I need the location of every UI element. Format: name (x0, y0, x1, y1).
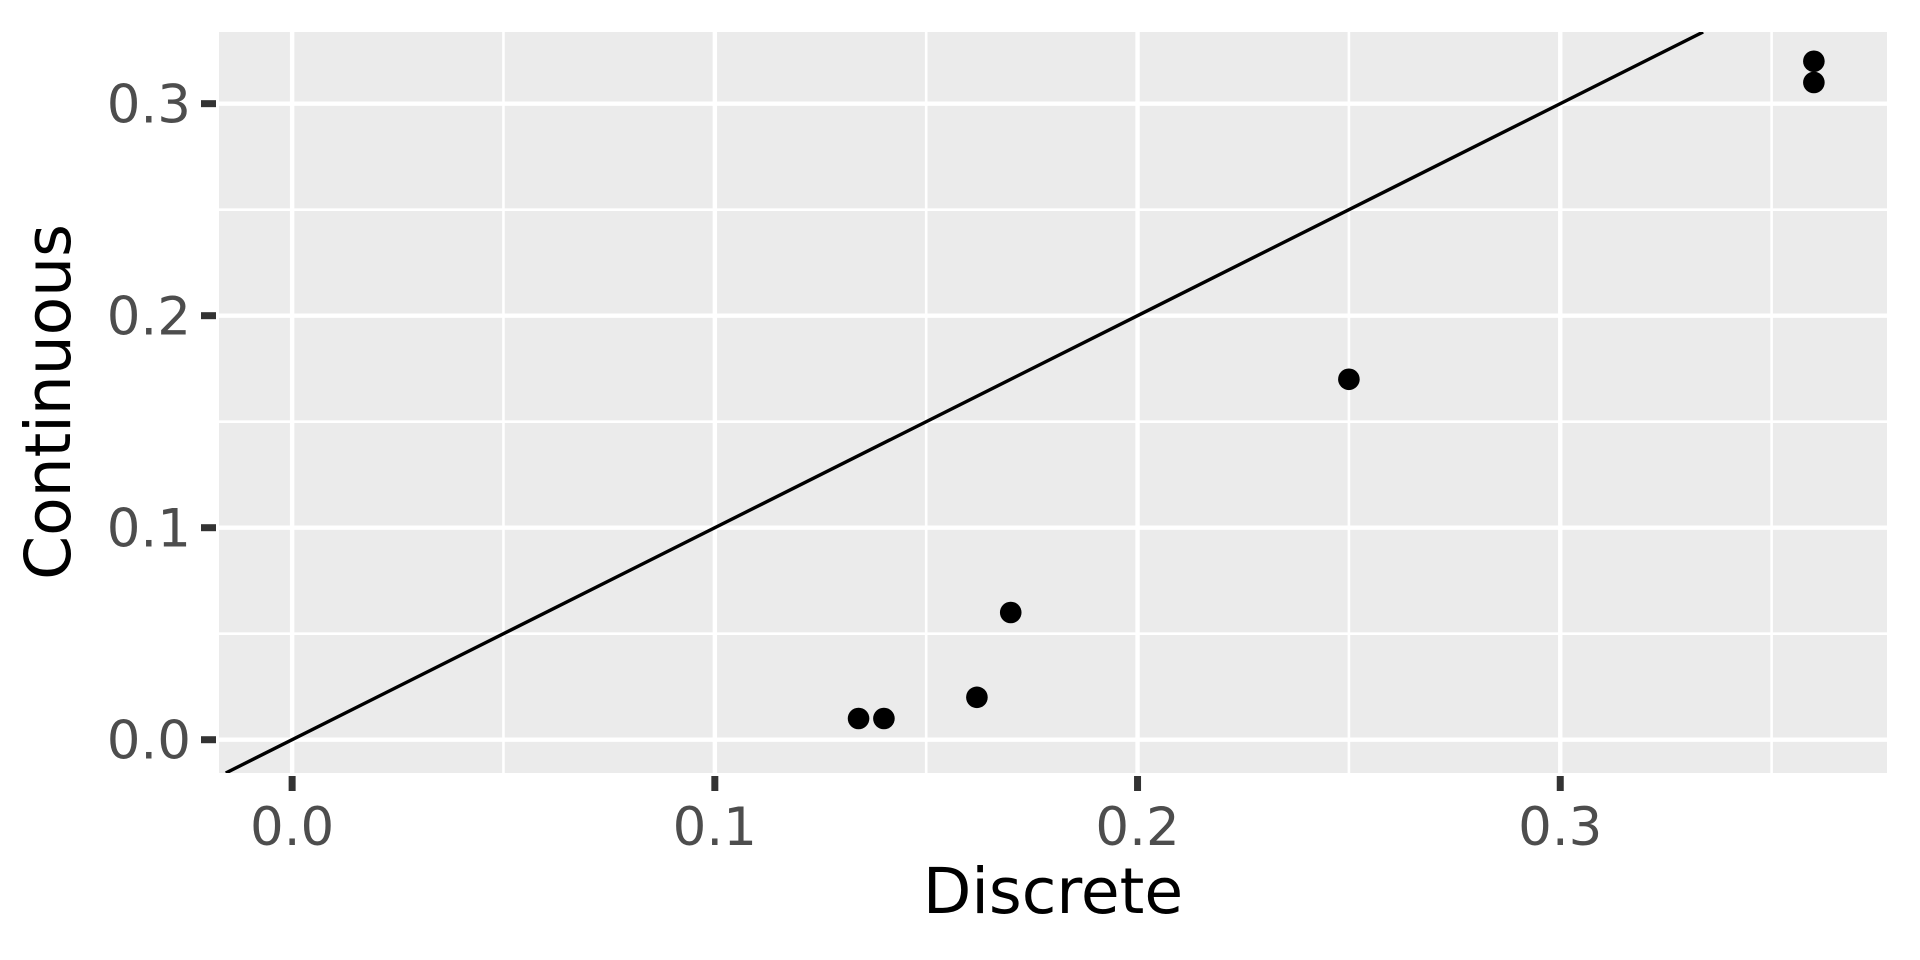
plot-panel (219, 32, 1887, 773)
axis-tick-marks (201, 100, 1564, 791)
data-point (847, 707, 870, 730)
y-tick-label: 0.1 (107, 499, 191, 560)
data-point (999, 601, 1022, 624)
data-point (1803, 71, 1825, 94)
x-tick-label: 0.2 (1095, 797, 1179, 858)
x-tick-label: 0.1 (673, 797, 757, 858)
major-gridlines (219, 32, 1887, 773)
identity-reference-line (225, 32, 1704, 773)
axis-tick-labels: 0.0 0.1 0.2 0.3 0.0 0.1 0.2 0.3 (107, 75, 1603, 858)
minor-gridlines (219, 32, 1887, 773)
data-point (966, 686, 988, 709)
x-axis-title: Discrete (923, 855, 1183, 928)
y-tick-label: 0.2 (107, 287, 191, 348)
data-point (1803, 50, 1825, 73)
x-tick-label: 0.0 (250, 797, 334, 858)
y-tick-label: 0.0 (107, 711, 191, 772)
y-axis-title: Continuous (12, 224, 85, 580)
data-point (873, 707, 895, 730)
data-point (1338, 368, 1360, 391)
y-tick-label: 0.3 (107, 75, 191, 136)
x-tick-label: 0.3 (1518, 797, 1602, 858)
data-points-layer (847, 50, 1825, 730)
